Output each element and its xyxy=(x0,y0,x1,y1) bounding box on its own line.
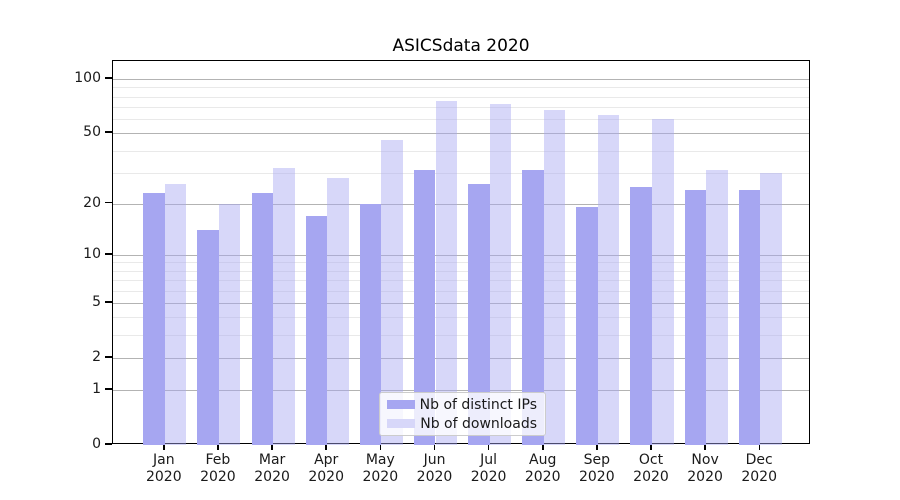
bar-distinct-ips-mar xyxy=(251,193,274,445)
y-tick-label: 10 xyxy=(83,245,101,262)
y-tick-label: 1 xyxy=(92,381,101,397)
bar-distinct-ips-oct xyxy=(630,186,652,445)
minor-gridline xyxy=(113,150,809,152)
y-tick-mark xyxy=(105,201,112,204)
legend-label-distinct-ips: Nb of distinct IPs xyxy=(419,396,537,413)
y-tick-label: 50 xyxy=(83,124,101,141)
x-tick-label: Aug 2020 xyxy=(524,452,561,485)
y-tick-label: 20 xyxy=(83,194,101,211)
bar-distinct-ips-jul xyxy=(468,183,490,445)
x-tick-mark xyxy=(542,444,544,450)
legend-swatch-downloads-icon xyxy=(387,419,415,428)
minor-gridline xyxy=(113,280,809,282)
bar-downloads-jan xyxy=(164,183,187,445)
minor-gridline xyxy=(113,119,809,120)
minor-gridline xyxy=(113,317,809,319)
minor-gridline xyxy=(113,107,809,108)
y-tick-label: 0 xyxy=(92,436,101,452)
plot-area: Nb of distinct IPs Nb of downloads xyxy=(112,60,810,445)
x-tick-label: Sep 2020 xyxy=(578,452,615,485)
y-tick-mark xyxy=(105,388,112,390)
bar-downloads-mar xyxy=(273,167,295,445)
y-tick-mark xyxy=(105,253,112,255)
x-tick-label: Mar 2020 xyxy=(254,452,290,485)
x-tick-mark xyxy=(271,444,273,450)
x-tick-label: Jul 2020 xyxy=(470,452,507,485)
chart-title: ASICSdata 2020 xyxy=(392,36,530,56)
y-tick-mark xyxy=(105,443,112,445)
y-tick-mark xyxy=(105,301,112,303)
bar-distinct-ips-jan xyxy=(143,193,165,445)
x-tick-label: Feb 2020 xyxy=(200,452,236,485)
x-tick-mark xyxy=(433,444,436,450)
x-tick-mark xyxy=(217,444,219,450)
bar-downloads-aug xyxy=(543,110,566,445)
bar-distinct-ips-jun xyxy=(413,170,436,445)
x-tick-label: Apr 2020 xyxy=(308,452,344,485)
bar-downloads-apr xyxy=(327,178,349,445)
x-tick-mark xyxy=(704,444,706,450)
x-tick-mark xyxy=(163,444,165,450)
bar-distinct-ips-sep xyxy=(576,207,598,445)
y-tick-mark xyxy=(105,356,112,358)
bar-downloads-nov xyxy=(706,170,728,445)
x-tick-label: Jun 2020 xyxy=(416,452,453,485)
bar-distinct-ips-aug xyxy=(522,170,544,445)
major-gridline xyxy=(113,390,809,391)
y-tick-label: 100 xyxy=(74,70,101,86)
legend-swatch-distinct-ips-icon xyxy=(387,400,415,409)
bar-distinct-ips-nov xyxy=(684,189,707,445)
y-tick-mark xyxy=(105,131,112,133)
minor-gridline xyxy=(113,172,809,174)
legend-item-downloads: Nb of downloads xyxy=(387,414,537,433)
x-tick-label: Jan 2020 xyxy=(145,452,182,485)
major-gridline xyxy=(113,254,809,256)
major-gridline xyxy=(113,357,809,359)
bar-downloads-jul xyxy=(489,103,512,445)
minor-gridline xyxy=(113,290,809,292)
minor-gridline xyxy=(113,270,809,272)
x-tick-mark xyxy=(758,444,760,450)
minor-gridline xyxy=(113,87,809,89)
major-gridline xyxy=(113,302,809,304)
legend: Nb of distinct IPs Nb of downloads xyxy=(379,392,546,436)
bar-downloads-oct xyxy=(652,119,674,445)
x-tick-mark xyxy=(379,444,382,450)
bar-distinct-ips-apr xyxy=(305,215,328,445)
bar-downloads-jun xyxy=(435,100,458,445)
major-gridline xyxy=(113,133,809,135)
minor-gridline xyxy=(113,335,809,337)
bar-downloads-sep xyxy=(597,115,620,445)
x-tick-label: May 2020 xyxy=(362,452,399,485)
minor-gridline xyxy=(113,96,809,98)
major-gridline xyxy=(113,203,809,205)
legend-label-downloads: Nb of downloads xyxy=(420,415,537,432)
major-gridline xyxy=(113,79,809,80)
x-tick-mark xyxy=(596,444,598,450)
minor-gridline xyxy=(113,262,809,264)
x-tick-label: Oct 2020 xyxy=(633,452,669,485)
y-tick-mark xyxy=(105,77,112,79)
x-tick-mark xyxy=(487,444,490,450)
bar-downloads-may xyxy=(381,139,403,445)
bar-distinct-ips-dec xyxy=(738,189,761,445)
bar-distinct-ips-may xyxy=(359,203,382,445)
y-tick-label: 2 xyxy=(92,348,101,365)
bar-distinct-ips-feb xyxy=(197,230,219,445)
bar-downloads-dec xyxy=(760,172,782,445)
bar-downloads-feb xyxy=(218,203,241,445)
y-tick-label: 5 xyxy=(92,293,101,310)
x-tick-label: Dec 2020 xyxy=(741,452,777,485)
x-tick-mark xyxy=(325,444,327,450)
legend-item-distinct-ips: Nb of distinct IPs xyxy=(387,395,537,414)
x-tick-label: Nov 2020 xyxy=(687,452,723,485)
x-tick-mark xyxy=(650,444,652,450)
